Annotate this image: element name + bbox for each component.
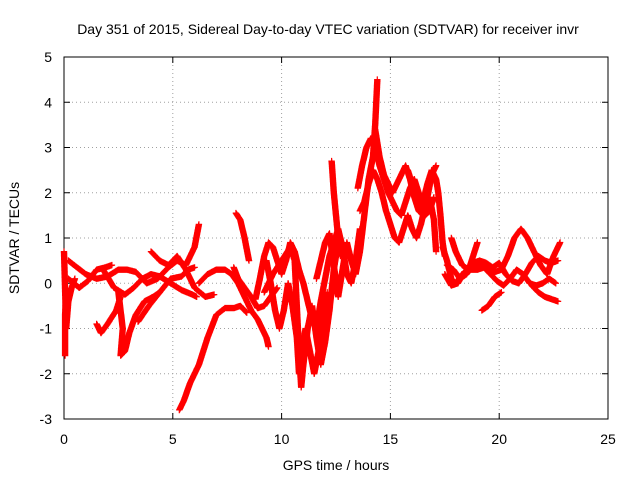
series-track-j — [176, 302, 250, 414]
chart-title: Day 351 of 2015, Sidereal Day-to-day VTE… — [77, 21, 579, 37]
series-track-z — [448, 234, 481, 273]
data-point-markers — [328, 157, 344, 260]
y-tick-label: -1 — [40, 321, 53, 337]
data-point-markers — [448, 234, 481, 273]
tick-labels: 0 5 10 15 20 25 -3 -2 -1 0 1 2 3 4 5 — [40, 49, 616, 447]
series-track-r — [328, 157, 344, 260]
data-point-markers — [65, 261, 116, 291]
x-tick-label: 15 — [383, 431, 399, 447]
data-point-markers — [478, 289, 505, 314]
data-point-markers — [528, 282, 562, 305]
y-tick-label: 1 — [44, 230, 52, 246]
data-point-markers — [232, 209, 253, 264]
data-point-markers — [176, 302, 250, 414]
x-tick-label: 5 — [169, 431, 177, 447]
data-marks — [60, 76, 564, 414]
x-tick-label: 10 — [274, 431, 290, 447]
data-point-markers — [147, 248, 218, 300]
series-track-i — [147, 248, 218, 300]
y-tick-label: 4 — [44, 94, 52, 110]
data-point-markers — [404, 166, 438, 219]
y-tick-label: 3 — [44, 140, 52, 156]
x-tick-label: 20 — [491, 431, 507, 447]
y-tick-label: -3 — [40, 411, 53, 427]
series-track-d — [65, 261, 116, 291]
y-tick-label: -2 — [40, 366, 53, 382]
x-tick-label: 0 — [60, 431, 68, 447]
y-tick-label: 5 — [44, 49, 52, 65]
data-point-markers — [61, 289, 70, 359]
series-track-ab — [528, 282, 562, 305]
data-point-markers — [441, 264, 559, 289]
x-axis-label: GPS time / hours — [283, 457, 390, 473]
series-track-p — [261, 239, 342, 391]
series-track-m — [232, 209, 253, 264]
series-track-q — [313, 76, 381, 300]
x-tick-label: 25 — [600, 431, 616, 447]
data-point-markers — [261, 239, 342, 391]
y-tick-label: 2 — [44, 185, 52, 201]
series-track-b — [61, 289, 70, 359]
data-point-markers — [100, 266, 200, 300]
y-axis-label: SDTVAR / TECUs — [6, 182, 22, 294]
series-track-aa — [478, 289, 505, 314]
series-track-g — [100, 266, 200, 300]
data-point-markers — [313, 76, 381, 300]
series-track-v — [404, 166, 438, 219]
series-track-y — [441, 264, 559, 289]
series-track-k — [195, 266, 272, 350]
data-point-markers — [195, 266, 272, 350]
y-tick-label: 0 — [44, 275, 52, 291]
